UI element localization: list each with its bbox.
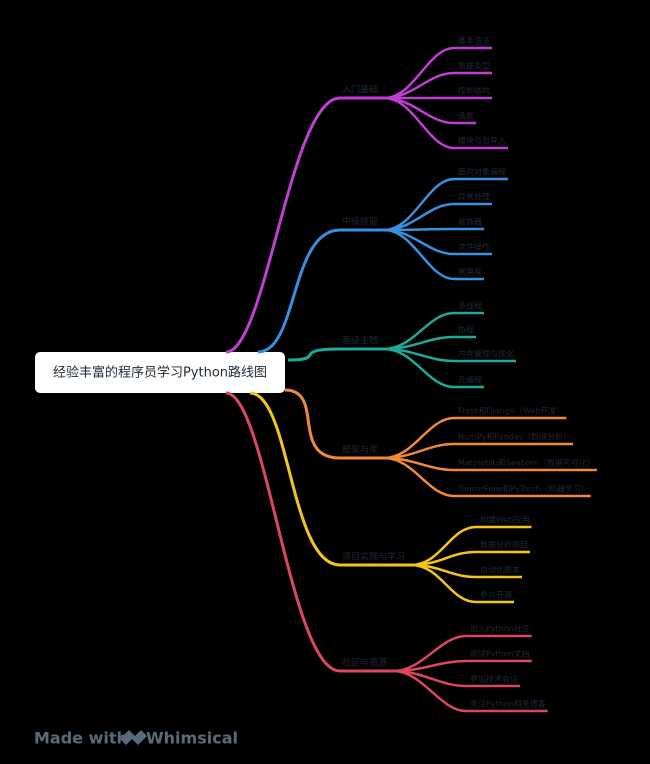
leaf-edge bbox=[384, 96, 455, 125]
leaf-edge bbox=[383, 46, 455, 100]
branch-edge bbox=[287, 347, 341, 362]
leaf-edge bbox=[410, 563, 477, 604]
leaf-edge bbox=[383, 347, 455, 389]
root-node bbox=[35, 352, 285, 393]
leaf-label: 内存管理与优化 bbox=[458, 349, 514, 359]
branch-label: 中级技能 bbox=[342, 216, 378, 228]
branch-edge bbox=[257, 228, 341, 354]
leaf-label: 异常处理 bbox=[458, 192, 490, 202]
branch-edge bbox=[225, 96, 341, 354]
leaf-label: 自动化脚本 bbox=[480, 565, 520, 575]
leaf-label: 数据分析项目 bbox=[480, 540, 528, 550]
leaf-edge bbox=[383, 228, 455, 281]
leaf-label: 参加技术会议 bbox=[470, 674, 518, 684]
leaf-edge bbox=[383, 96, 455, 150]
footer-brand: Whimsical bbox=[146, 729, 238, 748]
leaf-label: Matplotlib和Seaborn（数据可视化） bbox=[458, 458, 595, 468]
branch-label: 框架与库 bbox=[342, 444, 378, 456]
leaf-label: 加入Python社区 bbox=[470, 624, 530, 634]
branch-label: 项目实践与学习 bbox=[342, 551, 405, 563]
footer: Made with Whimsical bbox=[34, 729, 238, 748]
leaf-edge bbox=[392, 669, 467, 713]
leaf-label: 文件操作 bbox=[458, 242, 490, 252]
footer-logo bbox=[120, 730, 147, 745]
leaf-edge bbox=[383, 456, 455, 498]
branch-label: 高级主题 bbox=[342, 335, 378, 347]
leaf-label: 阅读Python文档 bbox=[470, 649, 530, 659]
branch-edge bbox=[284, 388, 341, 460]
leaf-label: 基本语法 bbox=[458, 36, 490, 46]
leaf-label: 数据类型 bbox=[458, 61, 490, 71]
leaf-label: Flask和Django（Web开发） bbox=[458, 406, 564, 416]
branch-label: 社区与资源 bbox=[342, 657, 387, 669]
leaf-label: 常用库 bbox=[458, 267, 482, 277]
leaf-label: TensorFlow和PyTorch（机器学习） bbox=[457, 484, 589, 494]
leaf-label: 面向对象编程 bbox=[458, 167, 506, 177]
leaf-label: 装饰器 bbox=[458, 217, 482, 227]
leaf-edge bbox=[384, 228, 455, 256]
leaf-label: 函数 bbox=[458, 111, 474, 121]
leaf-label: 构建Web应用 bbox=[480, 515, 529, 525]
leaf-edge bbox=[393, 659, 467, 673]
footer-made-with: Made with bbox=[34, 729, 128, 748]
root-title: 经验丰富的程序员学习Python路线图 bbox=[53, 365, 267, 381]
branch-edge bbox=[249, 391, 341, 567]
leaf-label: 多线程 bbox=[458, 301, 482, 311]
leaf-label: 元编程 bbox=[458, 375, 482, 385]
branch-edge bbox=[225, 391, 341, 673]
leaf-label: NumPy和Pandas（数据分析） bbox=[458, 432, 571, 442]
leaf-label: 控制结构 bbox=[458, 86, 490, 96]
leaf-label: 关注Python相关博客 bbox=[470, 699, 546, 709]
leaf-edge bbox=[384, 335, 455, 351]
leaf-label: 参与开源 bbox=[480, 590, 512, 600]
leaf-label: 模块与包导入 bbox=[458, 136, 506, 146]
leaf-edge bbox=[384, 71, 455, 100]
branch-label: 入门基础 bbox=[342, 84, 378, 96]
leaf-label: 协程 bbox=[458, 325, 474, 335]
